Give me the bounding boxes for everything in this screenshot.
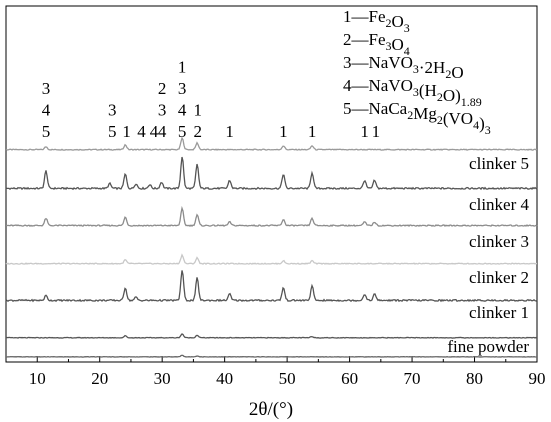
peak-label: 4 [150, 122, 159, 141]
x-tick-label: 90 [529, 369, 546, 388]
legend-entry: 5—NaCa2Mg2(VO4)3 [343, 99, 491, 137]
series-line [5, 136, 538, 151]
series-label: fine powder [447, 337, 529, 356]
plot-frame [5, 5, 538, 363]
x-tick-label: 30 [154, 369, 171, 388]
x-tick-label: 60 [341, 369, 358, 388]
x-tick-label: 20 [91, 369, 108, 388]
series-line [5, 333, 538, 339]
peak-label: 3 [42, 79, 51, 98]
peak-label: 5 [178, 122, 187, 141]
peak-label: 4 [42, 101, 51, 120]
peak-label: 3 [108, 101, 117, 120]
peak-label: 4 [158, 122, 167, 141]
peak-label: 1 [178, 58, 187, 77]
x-tick-label: 40 [216, 369, 233, 388]
legend-entry: 3—NaVO3·2H2O [343, 53, 464, 82]
peak-label: 4 [178, 101, 187, 120]
xrd-traces: clinker 5 clinker 4 clinker 3 clinker 2 clin… [5, 136, 538, 358]
peak-label: 5 [42, 122, 51, 141]
series-label: clinker 1 [469, 303, 529, 322]
x-tick-label: 10 [29, 369, 46, 388]
phase-legend: 1—Fe2O32—Fe3O43—NaVO3·2H2O4—NaVO3(H2O)1.… [343, 7, 491, 137]
peak-label: 1 [279, 122, 288, 141]
peak-label: 3 [178, 79, 187, 98]
x-axis-label: 2θ/(°) [249, 399, 293, 420]
peak-label: 1 [225, 122, 234, 141]
peak-label: 5 [108, 122, 117, 141]
peak-label: 2 [158, 79, 167, 98]
series-line [5, 156, 538, 191]
series-label: clinker 2 [469, 268, 529, 287]
series-label: clinker 4 [469, 195, 529, 214]
peak-label: 4 [137, 122, 146, 141]
series-label: clinker 5 [469, 154, 529, 173]
x-tick-label: 50 [279, 369, 296, 388]
x-tick-label: 70 [404, 369, 421, 388]
peak-label: 3 [158, 101, 167, 120]
series-label: clinker 3 [469, 232, 529, 251]
series-line [5, 253, 537, 265]
peak-label: 1 [372, 122, 381, 141]
legend-entry: 1—Fe2O3 [343, 7, 410, 35]
peak-label: 1 [360, 122, 369, 141]
series-line [5, 354, 537, 358]
legend-entry: 2—Fe3O4 [343, 30, 410, 58]
series-line [6, 205, 538, 228]
x-axis-ticks: 10 20 30 40 50 60 70 80 90 [5, 356, 546, 388]
legend-entry: 4—NaVO3(H2O)1.89 [343, 76, 482, 109]
x-tick-label: 80 [466, 369, 483, 388]
peak-label: 1 [122, 122, 131, 141]
peak-label: 1 [194, 101, 203, 120]
peak-label: 1 [308, 122, 317, 141]
peak-label: 2 [194, 122, 203, 141]
series-line [5, 270, 538, 303]
